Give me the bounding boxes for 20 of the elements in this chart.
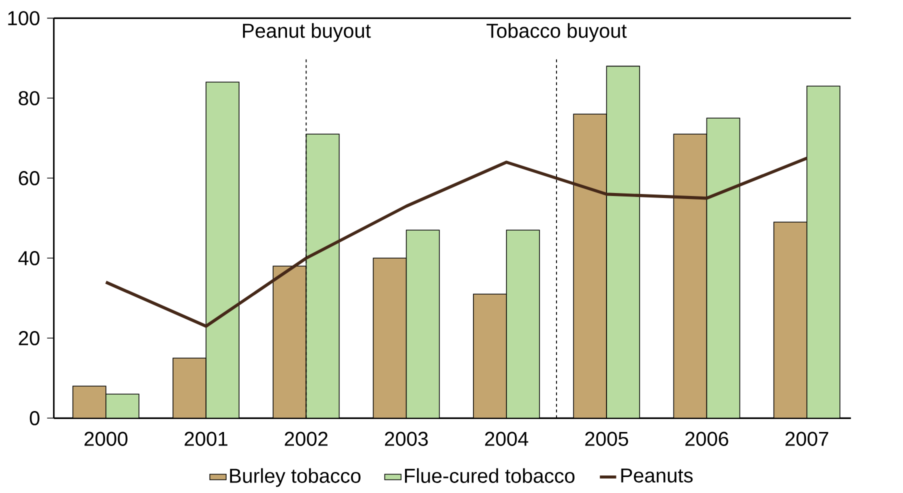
line-series — [104, 156, 808, 328]
y-tick-label: 100 — [8, 11, 40, 26]
ref-line-label: Peanut buyout — [243, 23, 371, 42]
x-tick-label: 2001 — [184, 432, 228, 446]
x-tick-label: 2006 — [685, 432, 728, 446]
x-tick-label: 2004 — [485, 432, 528, 446]
x-tick-label: 2005 — [585, 432, 628, 446]
legend-label: Flue-cured tobacco — [405, 468, 574, 484]
y-tick-label: 80 — [18, 91, 40, 106]
legend-label: Burley tobacco — [230, 468, 360, 488]
x-tick-label: 2002 — [284, 432, 328, 446]
y-tick-label: 0 — [30, 411, 40, 426]
x-tick-label: 2007 — [786, 432, 828, 446]
x-tick-label: 2003 — [384, 432, 428, 446]
y-tick-label: 60 — [18, 171, 40, 186]
legend-label: Peanuts — [621, 468, 693, 483]
y-tick-label: 40 — [18, 251, 40, 266]
y-tick-label: 20 — [18, 331, 40, 346]
annotation: Tobacco buyout — [486, 23, 627, 42]
x-tick-label: 2000 — [84, 432, 128, 446]
